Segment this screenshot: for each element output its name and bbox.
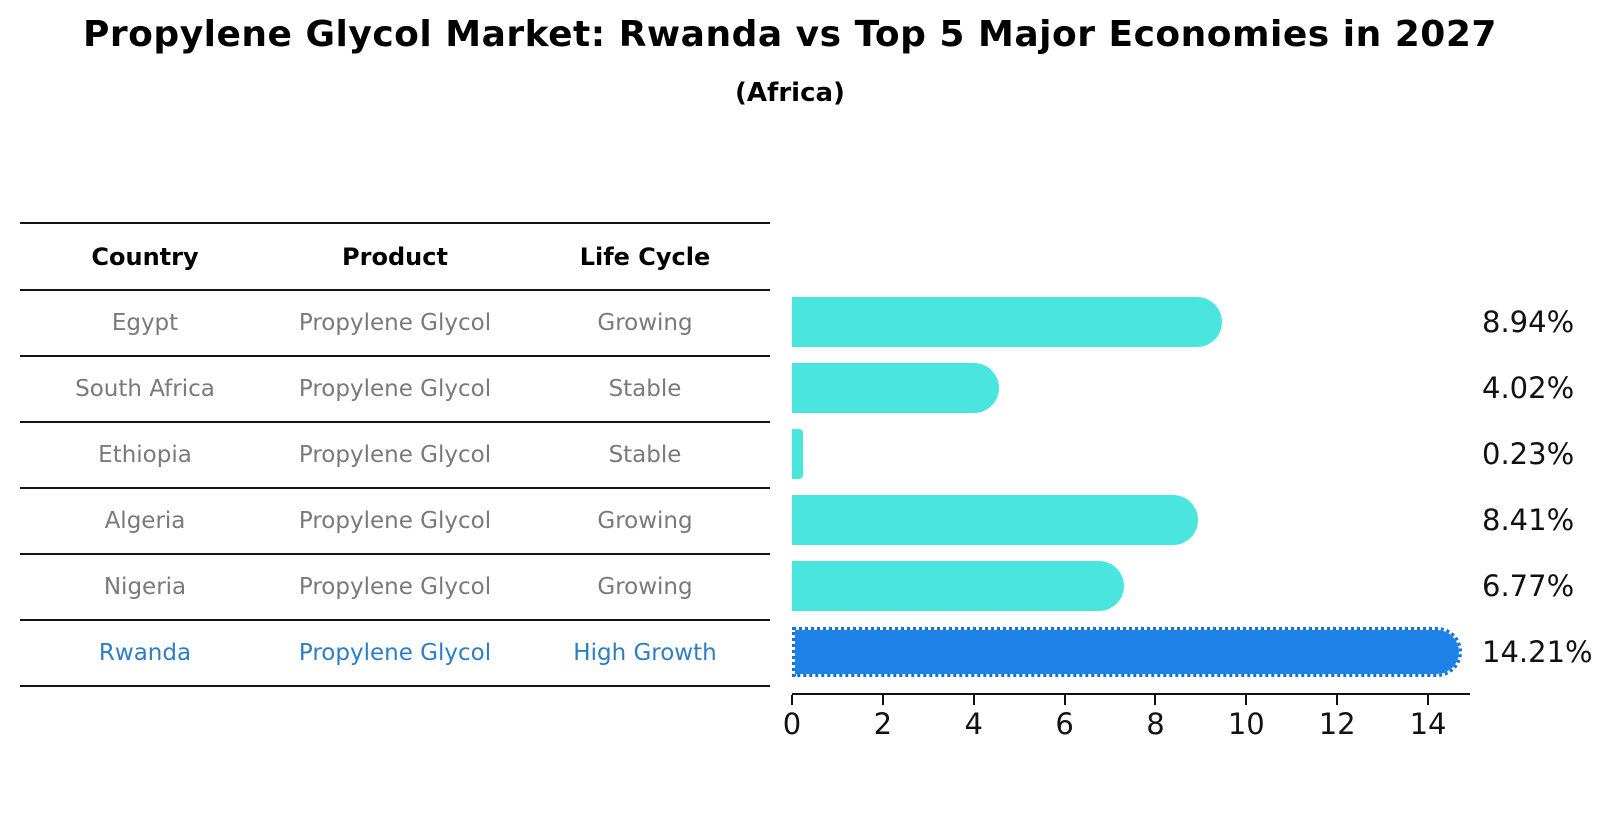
x-tick-label-8: 8: [1146, 707, 1165, 741]
product-cell: Propylene Glycol: [298, 640, 492, 666]
product-cell: Propylene Glycol: [298, 442, 492, 468]
x-tick-label-4: 4: [964, 707, 983, 741]
bar-ethiopia: [792, 429, 804, 479]
product-cell: Propylene Glycol: [298, 508, 492, 534]
value-label-south-africa: 4.02%: [1482, 371, 1575, 405]
bar-plot-area: [792, 289, 1604, 687]
x-tick-label-0: 0: [782, 707, 802, 741]
product-cell: Propylene Glycol: [298, 574, 492, 600]
x-tick-label-14: 14: [1409, 707, 1447, 741]
x-tick-label-6: 6: [1055, 707, 1074, 741]
table-body: Egypt Propylene Glycol Growing South Africa…: [20, 289, 770, 685]
bar-slot-algeria: [792, 487, 1604, 553]
table-row-ethiopia: Ethiopia Propylene Glycol Stable: [20, 421, 770, 487]
life-cycle-cell: Growing: [597, 508, 693, 534]
value-label-ethiopia: 0.23%: [1482, 437, 1575, 471]
bar-slot-egypt: [792, 289, 1604, 355]
table-header-row: Country Product Life Cycle: [20, 222, 770, 289]
bar-rwanda: [792, 627, 1462, 677]
x-tick-mark-10: [1245, 695, 1248, 705]
chart-title: Propylene Glycol Market: Rwanda vs Top 5…: [83, 14, 1497, 55]
life-cycle-cell: Stable: [608, 442, 682, 468]
x-axis-line: [792, 693, 1470, 695]
x-tick-label-12: 12: [1318, 707, 1356, 741]
x-tick-mark-14: [1427, 695, 1430, 705]
country-table: Country Product Life Cycle Egypt Propylen…: [20, 222, 770, 687]
country-cell: Algeria: [104, 508, 186, 534]
column-header-life-cycle: Life Cycle: [579, 242, 711, 271]
column-header-product: Product: [342, 242, 448, 271]
country-cell: South Africa: [75, 376, 215, 402]
life-cycle-cell: Growing: [597, 574, 693, 600]
value-label-nigeria: 6.77%: [1482, 569, 1575, 603]
table-row-nigeria: Nigeria Propylene Glycol Growing: [20, 553, 770, 619]
bar-south-africa: [792, 363, 999, 413]
bar-egypt: [792, 297, 1223, 347]
value-label-algeria: 8.41%: [1482, 503, 1575, 537]
x-tick-label-2: 2: [873, 707, 893, 741]
life-cycle-cell: Stable: [608, 376, 682, 402]
life-cycle-cell: High Growth: [573, 640, 717, 666]
country-cell: Egypt: [111, 310, 179, 336]
bar-slot-rwanda: [792, 619, 1604, 685]
bar-slot-nigeria: [792, 553, 1604, 619]
product-cell: Propylene Glycol: [298, 376, 492, 402]
product-cell: Propylene Glycol: [298, 310, 492, 336]
bar-slot-ethiopia: [792, 421, 1604, 487]
x-tick-label-10: 10: [1227, 707, 1265, 741]
value-label-rwanda: 14.21%: [1482, 635, 1593, 669]
bar-slot-south-africa: [792, 355, 1604, 421]
x-tick-mark-6: [1063, 695, 1066, 705]
x-tick-mark-12: [1336, 695, 1339, 705]
value-label-egypt: 8.94%: [1482, 305, 1575, 339]
country-cell: Ethiopia: [98, 442, 192, 468]
table-row-rwanda: Rwanda Propylene Glycol High Growth: [20, 619, 770, 685]
table-row-algeria: Algeria Propylene Glycol Growing: [20, 487, 770, 553]
x-tick-mark-0: [791, 695, 793, 705]
bar-nigeria: [792, 561, 1124, 611]
chart-subtitle: (Africa): [735, 78, 845, 108]
country-cell: Rwanda: [98, 640, 192, 666]
table-row-egypt: Egypt Propylene Glycol Growing: [20, 289, 770, 355]
x-tick-mark-4: [972, 695, 975, 705]
table-row-south-africa: South Africa Propylene Glycol Stable: [20, 355, 770, 421]
x-tick-mark-8: [1154, 695, 1157, 705]
country-cell: Nigeria: [103, 574, 187, 600]
life-cycle-cell: Growing: [597, 310, 693, 336]
x-tick-mark-2: [881, 695, 884, 705]
column-header-country: Country: [91, 242, 199, 271]
bar-algeria: [792, 495, 1199, 545]
